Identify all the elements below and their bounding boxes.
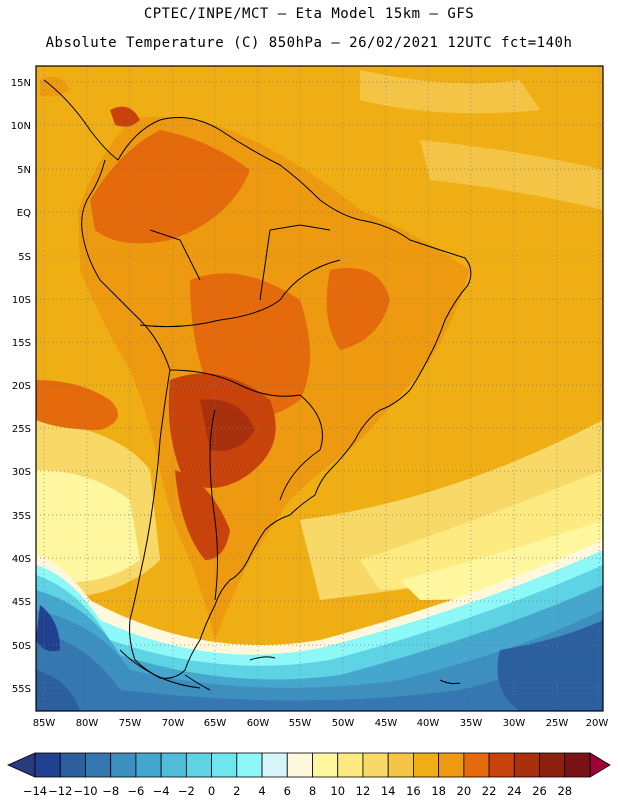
lon-label: 85W — [33, 718, 56, 729]
colorbar-label: 26 — [532, 784, 547, 798]
lon-label: 50W — [332, 718, 355, 729]
colorbar-swatch — [286, 752, 313, 778]
lon-label: 45W — [375, 718, 398, 729]
colorbar-label: −4 — [153, 784, 170, 798]
latitude-labels: 15N 10N 5N EQ 5S 10S 15S 20S 25S 30S 35S… — [11, 78, 31, 695]
colorbar-label: −10 — [73, 784, 97, 798]
colorbar-label: 24 — [507, 784, 522, 798]
lon-label: 40W — [417, 718, 440, 729]
lat-label: 15N — [11, 78, 31, 89]
colorbar-swatch — [438, 752, 465, 778]
longitude-labels: 85W 80W 75W 70W 65W 60W 55W 50W 45W 40W … — [33, 718, 609, 729]
colorbar-label: 2 — [233, 784, 240, 798]
colorbar-label: −12 — [48, 784, 72, 798]
colorbar-over-arrow — [589, 752, 611, 778]
lat-label: 5N — [17, 165, 31, 176]
lat-label: 45S — [12, 597, 31, 608]
colorbar-label: 18 — [431, 784, 446, 798]
colorbar-swatch — [413, 752, 440, 778]
colorbar-label: −8 — [102, 784, 119, 798]
colorbar-swatch — [59, 752, 86, 778]
lat-label: 10N — [11, 121, 31, 132]
colorbar-swatch — [463, 752, 490, 778]
colorbar-label: 28 — [557, 784, 572, 798]
colorbar-label: 10 — [330, 784, 345, 798]
lat-label: 15S — [12, 338, 31, 349]
lon-label: 60W — [247, 718, 270, 729]
lat-label: 55S — [12, 684, 31, 695]
lat-label: 20S — [12, 381, 31, 392]
lon-label: 70W — [162, 718, 185, 729]
colorbar-swatch — [362, 752, 389, 778]
colorbar-label: −2 — [178, 784, 195, 798]
lat-label: 5S — [18, 252, 31, 263]
colorbar-swatch — [34, 752, 61, 778]
title-model-line: CPTEC/INPE/MCT – Eta Model 15km – GFS — [143, 6, 475, 22]
colorbar-label: −6 — [127, 784, 144, 798]
colorbar: −14 −12 −10 −8 −6 −4 −2 0 2 4 6 8 10 12 14 16 18 20 22 24 26… — [7, 752, 611, 798]
colorbar-label: 22 — [482, 784, 497, 798]
colorbar-label: 6 — [284, 784, 291, 798]
colorbar-swatch — [387, 752, 414, 778]
colorbar-swatch — [564, 752, 591, 778]
lat-label: 50S — [12, 641, 31, 652]
colorbar-label: 8 — [309, 784, 316, 798]
title-field-line: Absolute Temperature (C) 850hPa – 26/02/… — [45, 35, 573, 51]
lon-label: 55W — [289, 718, 312, 729]
lat-label: EQ — [17, 208, 31, 219]
colorbar-swatch — [85, 752, 112, 778]
colorbar-label: 16 — [406, 784, 421, 798]
lon-label: 65W — [204, 718, 227, 729]
lon-label: 75W — [119, 718, 142, 729]
colorbar-swatch — [513, 752, 540, 778]
colorbar-label: 12 — [356, 784, 371, 798]
colorbar-label: 14 — [381, 784, 396, 798]
lon-label: 25W — [546, 718, 569, 729]
colorbar-label: 4 — [258, 784, 265, 798]
lon-label: 30W — [503, 718, 526, 729]
colorbar-swatch — [110, 752, 137, 778]
lat-label: 35S — [12, 511, 31, 522]
colorbar-swatch — [211, 752, 238, 778]
temperature-field — [36, 66, 603, 711]
colorbar-swatch — [261, 752, 288, 778]
graticule — [36, 66, 603, 711]
colorbar-label: 0 — [208, 784, 215, 798]
colorbar-label: −14 — [23, 784, 47, 798]
lat-label: 10S — [12, 295, 31, 306]
colorbar-under-arrow — [7, 752, 36, 778]
lon-label: 35W — [460, 718, 483, 729]
colorbar-swatch — [488, 752, 515, 778]
colorbar-swatch — [312, 752, 339, 778]
lon-label: 80W — [76, 718, 99, 729]
colorbar-swatch — [337, 752, 364, 778]
colorbar-swatch — [135, 752, 162, 778]
lat-label: 40S — [12, 554, 31, 565]
colorbar-swatch — [236, 752, 263, 778]
colorbar-label: 20 — [457, 784, 472, 798]
lat-label: 30S — [12, 467, 31, 478]
coastlines-and-borders — [43, 79, 472, 691]
lat-label: 25S — [12, 424, 31, 435]
lon-label: 20W — [586, 718, 609, 729]
colorbar-swatch — [185, 752, 212, 778]
colorbar-swatch — [539, 752, 566, 778]
map-frame — [35, 65, 604, 712]
colorbar-swatch — [160, 752, 187, 778]
